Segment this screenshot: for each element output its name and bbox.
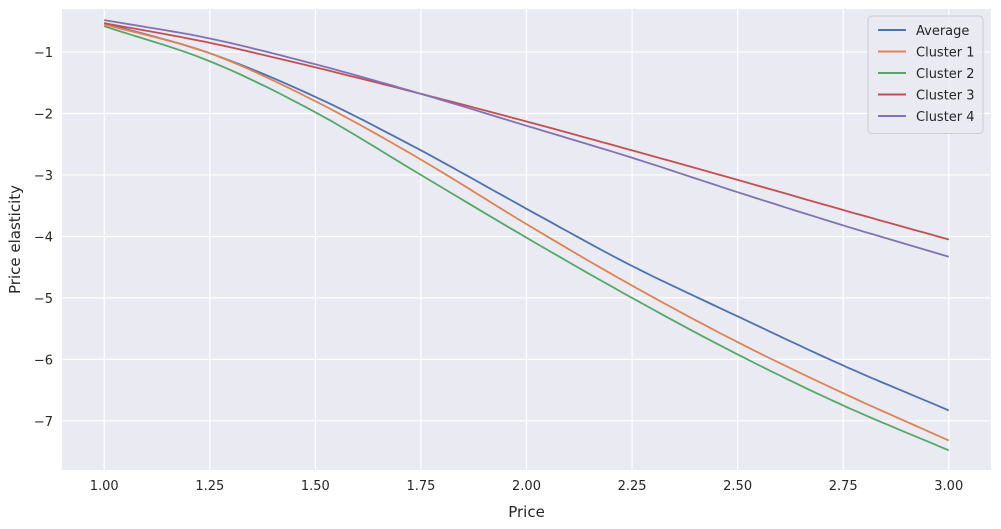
legend-entry: Cluster 1 <box>916 46 975 61</box>
y-tick-label: −6 <box>34 353 53 368</box>
x-tick-label: 2.25 <box>618 479 647 494</box>
series-line <box>103 25 950 452</box>
x-tick-label: 2.50 <box>723 479 752 494</box>
series-lines <box>103 19 950 452</box>
y-tick-labels: −1 −2 −3 −4 −5 −6 −7 <box>34 46 53 430</box>
x-tick-labels: 1.00 1.25 1.50 1.75 2.00 2.25 2.50 2.75 3.00 <box>90 479 963 494</box>
x-tick-label: 1.50 <box>301 479 330 494</box>
y-tick-label: −5 <box>34 292 53 307</box>
x-tick-label: 1.00 <box>90 479 119 494</box>
legend-entry: Cluster 2 <box>916 67 975 82</box>
legend-entry: Cluster 4 <box>916 110 975 125</box>
legend-entry: Average <box>916 24 969 39</box>
y-tick-label: −3 <box>34 169 53 184</box>
y-axis-label: Price elasticity <box>6 185 24 294</box>
y-tick-label: −7 <box>34 415 53 430</box>
series-line <box>104 19 950 258</box>
series-line <box>103 23 950 442</box>
x-tick-label: 2.00 <box>512 479 541 494</box>
x-tick-label: 1.25 <box>195 479 224 494</box>
legend: Average Cluster 1 Cluster 2 Cluster 3 Cluste… <box>867 15 984 134</box>
series-line <box>103 22 950 412</box>
legend-entry: Cluster 3 <box>916 89 975 104</box>
y-tick-label: −2 <box>34 107 53 122</box>
y-tick-label: −1 <box>34 46 53 61</box>
x-tick-label: 3.00 <box>934 479 963 494</box>
x-axis-label: Price <box>508 503 545 521</box>
x-tick-label: 1.75 <box>406 479 435 494</box>
legend-box <box>867 15 984 134</box>
y-tick-label: −4 <box>34 230 53 245</box>
series-line <box>104 22 950 241</box>
x-tick-label: 2.75 <box>829 479 858 494</box>
